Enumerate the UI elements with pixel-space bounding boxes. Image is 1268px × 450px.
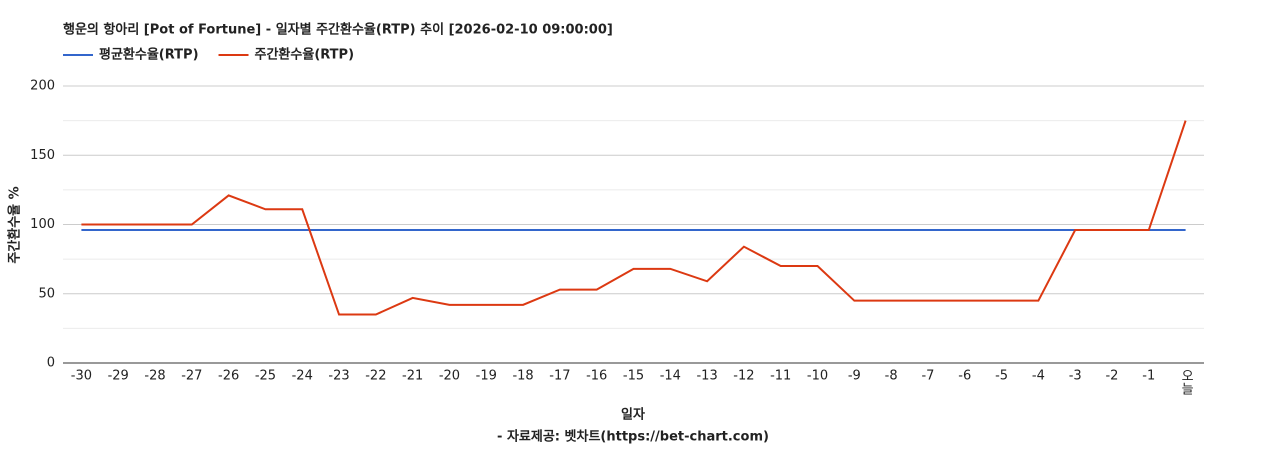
y-tick-label: 50 bbox=[38, 286, 55, 301]
x-tick-label: -10 bbox=[807, 369, 828, 384]
x-tick-label: -11 bbox=[770, 369, 791, 384]
legend-label: 주간환수율(RTP) bbox=[255, 47, 355, 63]
x-tick-label: -3 bbox=[1069, 369, 1082, 384]
x-tick-label: -28 bbox=[144, 369, 165, 384]
x-tick-label: -23 bbox=[328, 369, 349, 384]
x-tick-label: -16 bbox=[586, 369, 607, 384]
x-tick-label: -25 bbox=[255, 369, 276, 384]
source-note: - 자료제공: 벳차트(https://bet-chart.com) bbox=[497, 429, 769, 445]
x-tick-label: -12 bbox=[733, 369, 754, 384]
chart-title: 행운의 항아리 [Pot of Fortune] - 일자별 주간환수율(RTP… bbox=[63, 22, 613, 38]
y-tick-label: 0 bbox=[47, 356, 55, 371]
x-tick-label: -8 bbox=[885, 369, 898, 384]
x-tick-label: -17 bbox=[549, 369, 570, 384]
x-tick-label: -29 bbox=[108, 369, 129, 384]
x-tick-label: -9 bbox=[848, 369, 861, 384]
x-tick-label: -22 bbox=[365, 369, 386, 384]
x-tick-label: -30 bbox=[71, 369, 92, 384]
x-axis-label: 일자 bbox=[621, 408, 645, 423]
x-tick-label: -15 bbox=[623, 369, 644, 384]
y-axis-label: 주간환수율 % bbox=[7, 186, 23, 263]
x-tick-label: -20 bbox=[439, 369, 460, 384]
x-tick-label: 오늘 bbox=[1178, 369, 1193, 395]
x-tick-label: -26 bbox=[218, 369, 239, 384]
x-tick-label: -1 bbox=[1142, 369, 1155, 384]
legend-label: 평균환수율(RTP) bbox=[99, 47, 199, 63]
y-tick-label: 100 bbox=[30, 217, 55, 232]
x-tick-label: -21 bbox=[402, 369, 423, 384]
x-tick-label: -24 bbox=[292, 369, 313, 384]
x-tick-label: -19 bbox=[476, 369, 497, 384]
x-tick-label: -7 bbox=[921, 369, 934, 384]
x-tick-label: -27 bbox=[181, 369, 202, 384]
x-tick-label: -5 bbox=[995, 369, 1008, 384]
x-tick-label: -13 bbox=[696, 369, 717, 384]
series-line bbox=[81, 120, 1187, 316]
x-tick-label: -18 bbox=[512, 369, 533, 384]
x-tick-label: -2 bbox=[1105, 369, 1118, 384]
x-tick-label: -4 bbox=[1032, 369, 1045, 384]
x-tick-label: -14 bbox=[660, 369, 681, 384]
y-tick-label: 150 bbox=[30, 148, 55, 163]
x-tick-label: -6 bbox=[958, 369, 971, 384]
y-tick-label: 200 bbox=[30, 79, 55, 94]
